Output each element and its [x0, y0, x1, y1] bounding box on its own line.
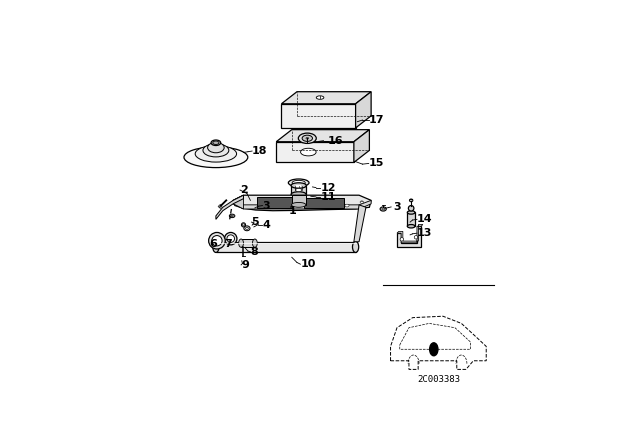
- Ellipse shape: [243, 224, 244, 226]
- Ellipse shape: [225, 233, 237, 245]
- Ellipse shape: [302, 135, 312, 142]
- Ellipse shape: [306, 138, 308, 139]
- Ellipse shape: [407, 224, 415, 228]
- Ellipse shape: [408, 206, 414, 211]
- Polygon shape: [356, 92, 371, 128]
- Ellipse shape: [212, 236, 222, 246]
- Polygon shape: [354, 129, 369, 163]
- Ellipse shape: [184, 147, 248, 168]
- Polygon shape: [292, 195, 305, 205]
- Polygon shape: [216, 195, 243, 220]
- Ellipse shape: [229, 214, 235, 218]
- Ellipse shape: [207, 142, 224, 153]
- Polygon shape: [276, 129, 369, 142]
- Bar: [241, 239, 255, 247]
- Text: 14: 14: [417, 214, 433, 224]
- Polygon shape: [291, 185, 307, 194]
- Ellipse shape: [345, 204, 349, 207]
- Ellipse shape: [239, 239, 243, 247]
- Text: 10: 10: [300, 259, 316, 269]
- Ellipse shape: [353, 241, 358, 253]
- Polygon shape: [354, 205, 366, 242]
- Ellipse shape: [227, 235, 234, 242]
- Ellipse shape: [252, 239, 257, 247]
- Ellipse shape: [195, 146, 237, 162]
- Text: 4: 4: [262, 220, 270, 229]
- Ellipse shape: [212, 141, 219, 145]
- Ellipse shape: [407, 211, 415, 214]
- Ellipse shape: [209, 233, 225, 249]
- Ellipse shape: [211, 140, 221, 146]
- Ellipse shape: [298, 133, 316, 143]
- Ellipse shape: [301, 148, 316, 156]
- Ellipse shape: [246, 227, 248, 229]
- Text: 1: 1: [289, 206, 296, 216]
- Text: 3: 3: [393, 202, 401, 212]
- Ellipse shape: [380, 207, 387, 211]
- Ellipse shape: [291, 192, 307, 197]
- Bar: [216, 242, 356, 252]
- Ellipse shape: [414, 236, 418, 239]
- Bar: [407, 212, 415, 226]
- Polygon shape: [282, 92, 371, 104]
- Text: 16: 16: [328, 136, 344, 146]
- Ellipse shape: [244, 226, 250, 231]
- Text: 18: 18: [252, 146, 268, 156]
- Ellipse shape: [291, 202, 306, 207]
- Polygon shape: [233, 195, 243, 209]
- Ellipse shape: [400, 237, 404, 241]
- Ellipse shape: [382, 208, 385, 210]
- Ellipse shape: [289, 179, 309, 186]
- Text: 7: 7: [224, 239, 232, 249]
- Polygon shape: [276, 142, 354, 163]
- Polygon shape: [397, 224, 423, 243]
- Polygon shape: [233, 195, 371, 211]
- Ellipse shape: [292, 181, 305, 185]
- Text: 5: 5: [252, 217, 259, 227]
- Ellipse shape: [296, 189, 302, 192]
- Ellipse shape: [241, 223, 246, 227]
- Text: 2C003383: 2C003383: [417, 375, 460, 384]
- Text: 13: 13: [417, 228, 433, 238]
- Ellipse shape: [212, 241, 219, 253]
- Text: 17: 17: [369, 115, 384, 125]
- Text: 15: 15: [369, 159, 384, 168]
- Text: 12: 12: [321, 183, 336, 193]
- Text: 6: 6: [209, 239, 217, 249]
- Text: 2: 2: [240, 185, 248, 195]
- Text: 11: 11: [321, 192, 336, 202]
- Ellipse shape: [203, 144, 229, 157]
- Text: 9: 9: [241, 260, 249, 270]
- Ellipse shape: [360, 201, 364, 203]
- Polygon shape: [282, 104, 356, 128]
- Bar: [257, 197, 292, 207]
- Text: 3: 3: [262, 201, 270, 211]
- Polygon shape: [397, 226, 421, 247]
- Ellipse shape: [410, 199, 413, 202]
- Ellipse shape: [316, 96, 324, 99]
- Ellipse shape: [291, 183, 307, 188]
- Text: 8: 8: [250, 247, 258, 257]
- Polygon shape: [233, 200, 371, 209]
- Bar: [304, 198, 344, 208]
- Ellipse shape: [231, 215, 234, 216]
